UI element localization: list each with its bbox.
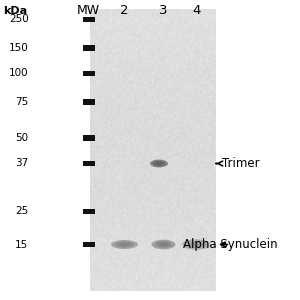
Text: 37: 37 [15, 158, 28, 169]
Bar [82, 71, 94, 76]
Ellipse shape [155, 241, 172, 248]
Text: 4: 4 [192, 4, 201, 17]
Bar [82, 135, 94, 141]
Bar [82, 209, 94, 214]
Ellipse shape [159, 243, 168, 246]
Ellipse shape [153, 161, 165, 166]
Text: Trimer: Trimer [216, 157, 260, 170]
Ellipse shape [119, 243, 130, 246]
Bar [82, 99, 94, 105]
Text: 25: 25 [15, 206, 28, 217]
Text: 150: 150 [9, 43, 28, 53]
Text: 50: 50 [15, 133, 28, 143]
Text: 3: 3 [159, 4, 168, 17]
Text: 100: 100 [9, 68, 28, 79]
Text: 250: 250 [9, 14, 28, 25]
Text: kDa: kDa [3, 5, 27, 16]
Text: 2: 2 [120, 4, 129, 17]
Ellipse shape [115, 241, 134, 248]
Ellipse shape [155, 162, 163, 165]
Ellipse shape [191, 242, 202, 247]
Ellipse shape [150, 160, 168, 167]
Text: 75: 75 [15, 97, 28, 107]
Ellipse shape [182, 239, 211, 250]
Text: Alpha Synuclein: Alpha Synuclein [183, 238, 278, 251]
Text: 15: 15 [15, 239, 28, 250]
Ellipse shape [187, 241, 206, 248]
Ellipse shape [152, 240, 176, 249]
Bar [82, 242, 94, 247]
Bar [82, 45, 94, 51]
Bar [82, 17, 94, 22]
Text: MW: MW [77, 4, 100, 17]
Bar [82, 161, 94, 166]
Ellipse shape [111, 240, 138, 249]
